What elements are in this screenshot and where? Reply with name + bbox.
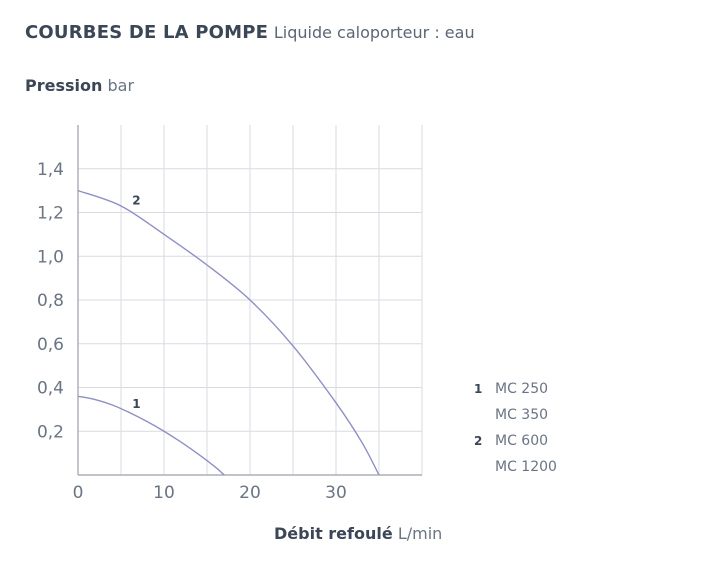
legend-model: MC 600 <box>495 433 549 449</box>
y-tick-label: 0,4 <box>37 379 64 399</box>
y-tick-label: 0,6 <box>37 335 64 355</box>
legend-model: MC 1200 <box>495 459 557 475</box>
legend-item: 1 MC 250 <box>470 376 557 402</box>
legend: 1 MC 250 MC 350 2 MC 600 MC 1200 <box>470 376 557 480</box>
series-line-1 <box>77 395 225 476</box>
legend-number: 2 <box>474 434 483 448</box>
x-axis-title: Débit refoulé L/min <box>274 524 442 543</box>
y-tick-label: 1,0 <box>37 247 64 267</box>
x-tick-label: 10 <box>153 483 175 503</box>
legend-model: MC 350 <box>495 407 549 423</box>
legend-item: MC 350 <box>470 402 557 428</box>
x-tick-label: 0 <box>73 483 84 503</box>
chart-title: COURBES DE LA POMPE Liquide caloporteur … <box>25 22 475 43</box>
legend-item: MC 1200 <box>470 454 557 480</box>
x-tick-label: 30 <box>325 483 347 503</box>
chart-title-subtitle: Liquide caloporteur : eau <box>273 23 475 42</box>
legend-item: 2 MC 600 <box>470 428 557 454</box>
y-axis-title: Pression bar <box>25 76 134 95</box>
y-tick-label: 1,2 <box>37 204 64 224</box>
x-tick-label: 20 <box>239 483 261 503</box>
y-tick-label: 0,2 <box>37 422 64 442</box>
chart-title-strong: COURBES DE LA POMPE <box>25 22 269 43</box>
series-label-2: 2 <box>132 193 140 207</box>
y-axis-title-strong: Pression <box>25 76 103 95</box>
x-axis-title-strong: Débit refoulé <box>274 524 393 543</box>
y-tick-label: 1,4 <box>37 160 64 180</box>
y-tick-label: 0,8 <box>37 291 64 311</box>
series-line-2 <box>77 189 380 476</box>
series-label-1: 1 <box>132 397 140 411</box>
legend-model: MC 250 <box>495 381 549 397</box>
legend-number: 1 <box>474 382 483 396</box>
x-axis-title-unit: L/min <box>397 524 443 543</box>
y-axis-title-unit: bar <box>107 76 135 95</box>
